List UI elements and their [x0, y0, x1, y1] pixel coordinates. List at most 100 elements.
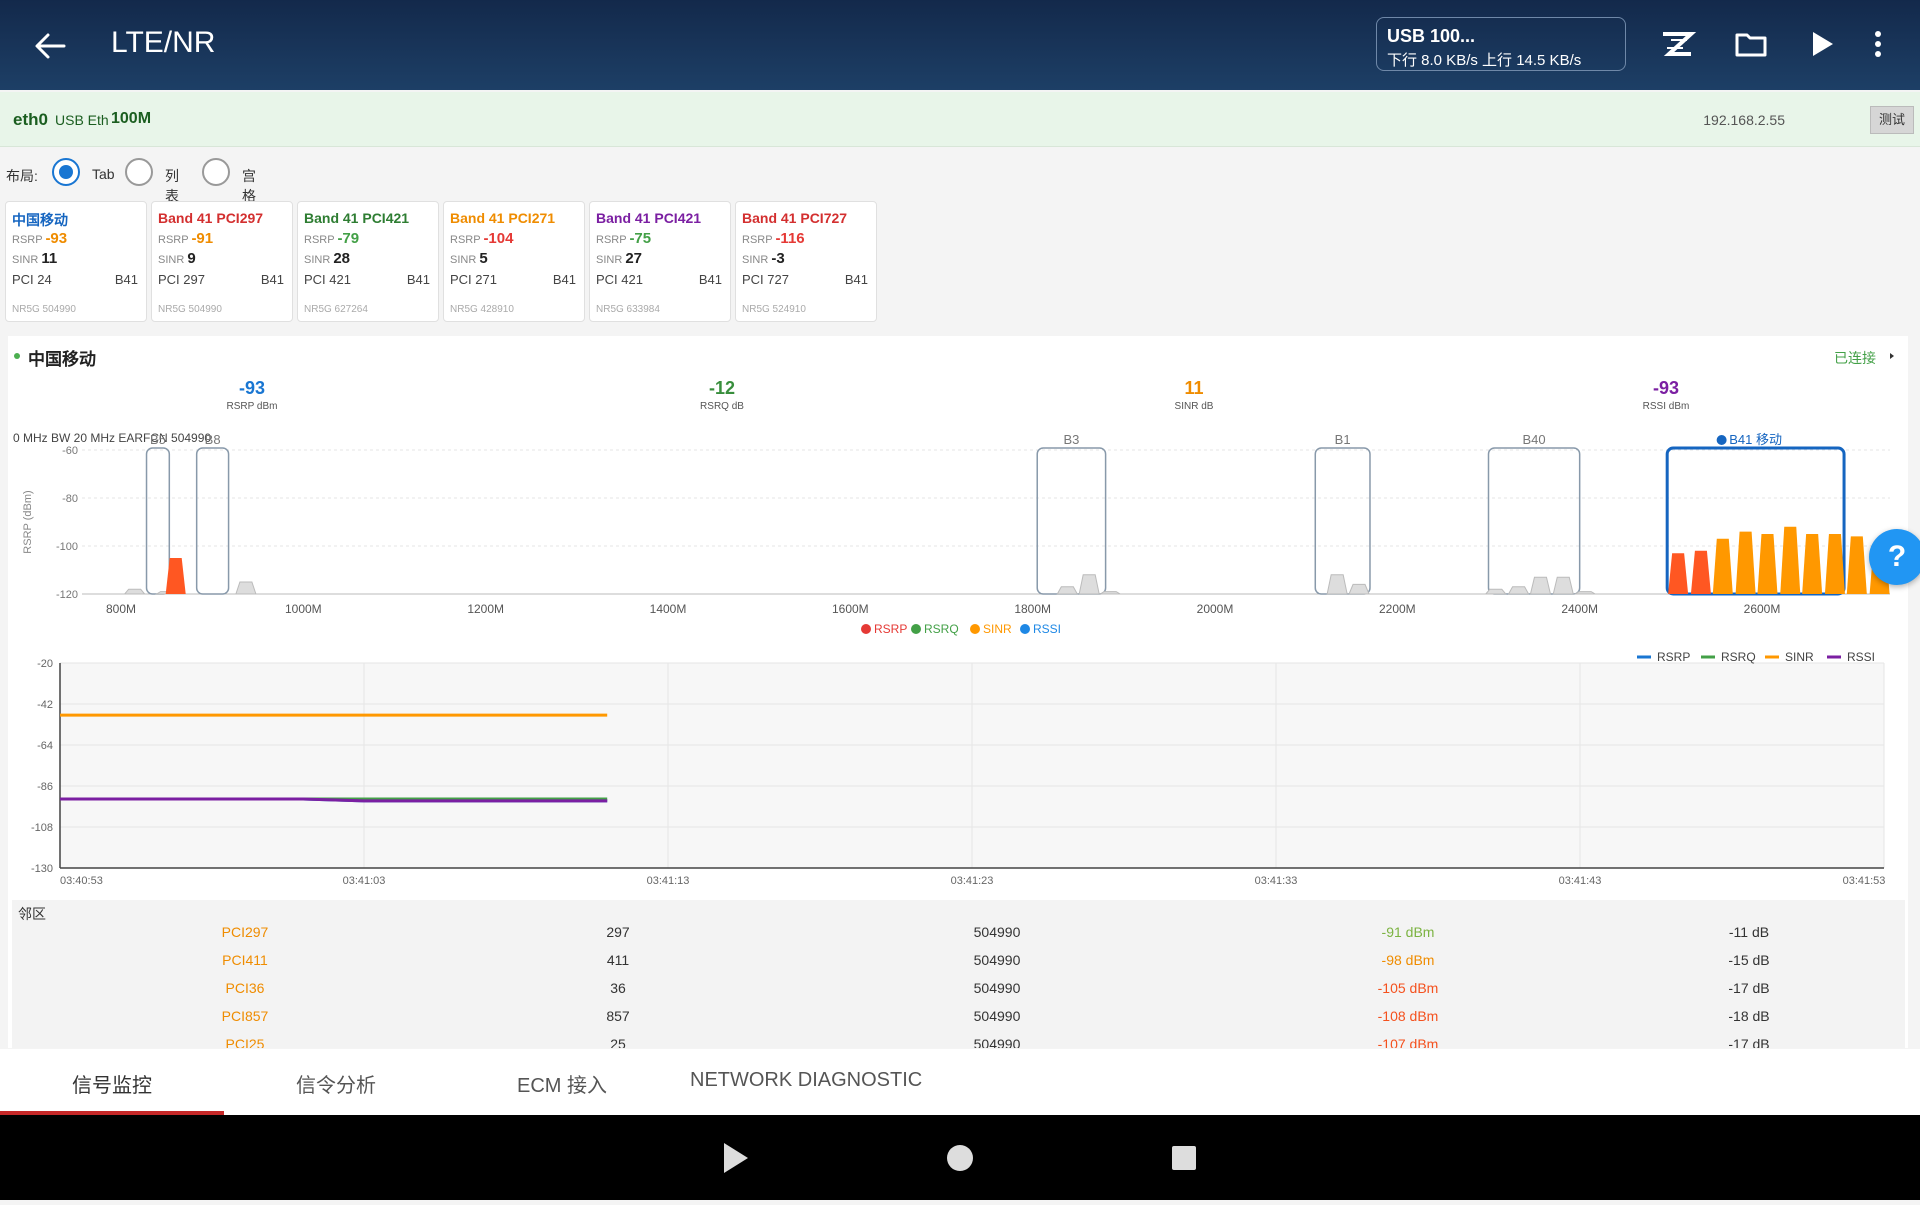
spectrum-ytick: -120 — [56, 589, 78, 601]
cell-sinr-value: 28 — [333, 250, 351, 267]
spectrum-ylabel: RSRP (dBm) — [22, 490, 34, 553]
spectrum-bar — [1326, 574, 1348, 595]
usb-status-box[interactable]: USB 100... 下行 8.0 KB/s 上行 14.5 KB/s — [1376, 17, 1626, 71]
tab-network-diagnostic[interactable]: NETWORK DIAGNOSTIC — [690, 1069, 923, 1091]
back-arrow-icon[interactable] — [30, 26, 70, 66]
band-label: B8 — [205, 432, 221, 447]
band-box[interactable] — [145, 447, 171, 595]
cell-sinr-label: SINR — [596, 254, 623, 266]
cell-sinr-label: SINR — [304, 254, 331, 266]
metric-rsrp: -93 RSRP dBm — [172, 378, 332, 412]
eth-speed: 100M — [111, 110, 152, 127]
radio-tab-label: Tab — [92, 166, 115, 182]
radio-list[interactable] — [125, 158, 153, 186]
cell-card[interactable]: Band 41 PCI421 RSRP -75 SINR 27 PCI 421 B41 N… — [589, 201, 731, 322]
cell-sinr: SINR 5 — [450, 250, 488, 267]
band-box[interactable] — [1314, 447, 1371, 595]
band-box[interactable] — [1487, 447, 1581, 595]
time-legend-label: RSRQ — [1721, 650, 1756, 664]
layout-label: 布局: — [6, 168, 38, 184]
cell-sinr: SINR 27 — [596, 250, 642, 267]
band-label: B3 — [1063, 432, 1079, 447]
nav-home-icon[interactable] — [947, 1145, 973, 1171]
nav-recents-icon[interactable] — [1172, 1146, 1196, 1170]
time-ytick: -20 — [37, 658, 53, 670]
time-legend-label: RSRP — [1657, 650, 1690, 664]
help-button[interactable]: ? — [1869, 529, 1920, 585]
band-box[interactable] — [195, 447, 230, 595]
cell-card[interactable]: 中国移动 RSRP -93 SINR 11 PCI 24 B41 NR5G 504990 — [5, 201, 147, 322]
time-legend-label: RSSI — [1847, 650, 1875, 664]
neighbor-name: PCI25 — [225, 1036, 265, 1048]
neighbor-name: PCI297 — [221, 924, 269, 940]
metric-rssi: -93 RSSI dBm — [1586, 378, 1746, 412]
time-series-line — [60, 797, 608, 803]
usb-speed: 下行 8.0 KB/s 上行 14.5 KB/s — [1387, 52, 1582, 69]
cell-rsrp-label: RSRP — [596, 234, 627, 246]
play-icon[interactable] — [1801, 24, 1841, 64]
cell-nr: NR5G 504990 — [12, 304, 76, 315]
band-box[interactable] — [1036, 447, 1107, 595]
cell-card[interactable]: Band 41 PCI271 RSRP -104 SINR 5 PCI 271 B41 N… — [443, 201, 585, 322]
nav-back-icon[interactable] — [724, 1143, 748, 1173]
tab-signaling-analysis[interactable]: 信令分析 — [296, 1075, 376, 1097]
spectrum-bar — [165, 558, 186, 594]
expand-arrow-icon[interactable] — [1890, 353, 1894, 359]
app-bar: LTE/NR USB 100... 下行 8.0 KB/s 上行 14.5 KB… — [0, 0, 1920, 90]
neighbor-rsrp: -107 dBm — [1377, 1036, 1439, 1048]
neighbor-row[interactable]: PCI297 297 504990 -91 dBm -11 dB — [12, 920, 1905, 948]
cell-card[interactable]: Band 41 PCI727 RSRP -116 SINR -3 PCI 727 B41… — [735, 201, 877, 322]
neighbor-name: PCI411 — [222, 952, 268, 968]
z-logo-icon[interactable] — [1657, 24, 1697, 64]
spectrum-xtick: 2000M — [1197, 602, 1234, 616]
neighbor-earfcn: 504990 — [973, 980, 1021, 996]
spectrum-xtick: 800M — [106, 602, 136, 616]
test-button[interactable]: 测试 — [1870, 106, 1914, 134]
tab-ecm-access[interactable]: ECM 接入 — [517, 1075, 607, 1097]
folder-icon[interactable] — [1731, 24, 1771, 64]
radio-grid[interactable] — [202, 158, 230, 186]
cell-sinr: SINR 9 — [158, 250, 196, 267]
radio-tab[interactable] — [52, 158, 80, 186]
time-xtick: 03:40:53 — [60, 875, 103, 887]
cell-sinr-label: SINR — [12, 254, 39, 266]
neighbor-row[interactable]: PCI25 25 504990 -107 dBm -17 dB — [12, 1032, 1905, 1048]
band-label: B1 — [1335, 432, 1351, 447]
neighbor-row[interactable]: PCI411 411 504990 -98 dBm -15 dB — [12, 948, 1905, 976]
cell-sinr-label: SINR — [450, 254, 477, 266]
panel-title: 中国移动 — [28, 350, 96, 369]
cell-rsrp: RSRP -104 — [450, 230, 513, 247]
neighbor-row[interactable]: PCI36 36 504990 -105 dBm -17 dB — [12, 976, 1905, 1004]
neighbor-row[interactable]: PCI857 857 504990 -108 dBm -18 dB — [12, 1004, 1905, 1032]
tab-signal-monitor[interactable]: 信号监控 — [72, 1075, 152, 1097]
cell-title: Band 41 PCI297 — [158, 210, 264, 226]
radio-list-label: 列表 — [165, 168, 179, 204]
cell-pci: PCI 24 — [12, 272, 52, 287]
band-label: B40 — [1523, 432, 1546, 447]
neighbor-rsrq: -11 dB — [1728, 924, 1770, 940]
spectrum-bar — [1846, 536, 1867, 594]
time-legend-label: SINR — [1785, 650, 1814, 664]
active-band-dot — [1716, 435, 1727, 445]
cell-card[interactable]: Band 41 PCI421 RSRP -79 SINR 28 PCI 421 B41 N… — [297, 201, 439, 322]
cell-band: B41 — [406, 272, 430, 287]
status-dot — [14, 353, 20, 359]
cell-rsrp: RSRP -91 — [158, 230, 213, 247]
time-line-chart: -20 -42 -64 -86 -108 -130 03:40:53 03:41:03 03:… — [31, 650, 1885, 887]
connection-status[interactable]: 已连接 — [1834, 350, 1876, 366]
metric-rsrp-value: -93 — [238, 378, 265, 398]
neighbor-earfcn: 504990 — [973, 924, 1021, 940]
spectrum-xtick: 1800M — [1014, 602, 1051, 616]
cell-band: B41 — [844, 272, 868, 287]
spectrum-bar — [1802, 534, 1823, 594]
band-box[interactable] — [1665, 446, 1846, 596]
neighbor-rsrq: -18 dB — [1728, 1008, 1770, 1024]
neighbor-rsrp: -98 dBm — [1381, 952, 1435, 968]
cell-card[interactable]: Band 41 PCI297 RSRP -91 SINR 9 PCI 297 B41 NR… — [151, 201, 293, 322]
cell-rsrp-label: RSRP — [158, 234, 189, 246]
spectrum-bar — [1668, 553, 1689, 594]
more-vert-icon[interactable] — [1858, 24, 1898, 64]
cell-band: B41 — [260, 272, 284, 287]
cell-nr: NR5G 524910 — [742, 304, 806, 315]
spectrum-legend-dot — [970, 624, 980, 634]
